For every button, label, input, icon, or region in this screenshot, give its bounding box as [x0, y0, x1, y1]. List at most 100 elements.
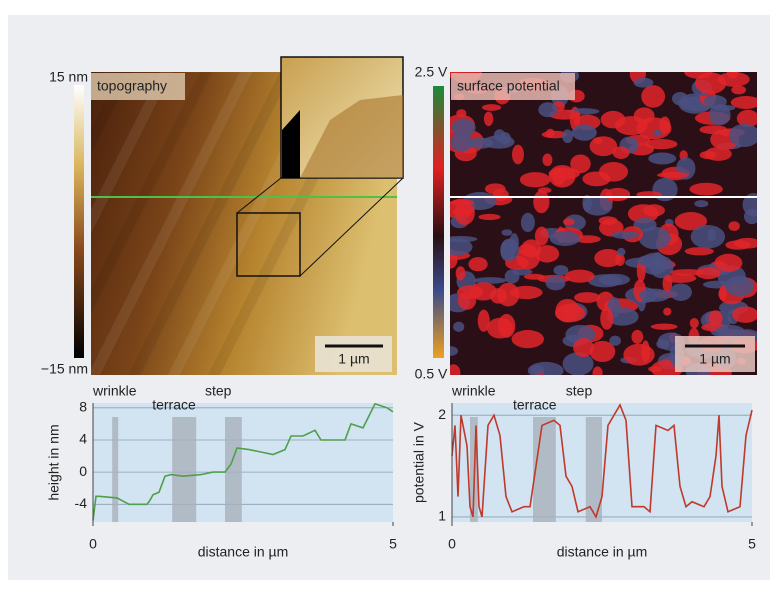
domain	[717, 72, 750, 87]
annotation: wrinkle	[92, 383, 137, 399]
highlight	[533, 417, 556, 522]
domain	[650, 323, 678, 330]
domain	[454, 201, 475, 225]
domain	[573, 338, 594, 358]
domain	[636, 255, 662, 267]
label-box	[91, 73, 185, 100]
domain	[477, 309, 490, 332]
domain	[534, 226, 549, 246]
zoom-connector	[236, 177, 282, 214]
annotation: step	[205, 383, 232, 399]
colorbar	[74, 85, 84, 358]
colorbar-bottom-label: 0.5 V	[415, 366, 448, 382]
domain	[450, 236, 478, 243]
domain	[484, 183, 506, 195]
y-tick-label: 0	[79, 463, 87, 479]
inset-hole	[282, 110, 300, 178]
domain	[592, 366, 603, 375]
domain	[664, 273, 697, 283]
terrace-edge	[128, 72, 292, 375]
x-axis-label: distance in µm	[198, 544, 289, 560]
terrace-edge	[91, 72, 212, 314]
domain	[731, 85, 747, 95]
domain	[589, 340, 616, 363]
domain	[600, 110, 626, 129]
domain	[648, 152, 677, 165]
x-tick-label: 0	[89, 536, 97, 552]
domain	[728, 221, 740, 232]
domain	[542, 153, 553, 167]
domain	[541, 130, 568, 139]
domain	[609, 335, 621, 346]
y-axis-label: potential in V	[411, 421, 427, 503]
domain	[694, 200, 709, 208]
highlight	[225, 417, 242, 522]
profile	[92, 402, 394, 521]
x-tick-label: 5	[748, 536, 756, 552]
domain	[725, 275, 754, 297]
annotation: wrinkle	[451, 383, 496, 399]
highlight	[112, 417, 119, 522]
domain	[519, 172, 551, 188]
domain	[633, 77, 654, 88]
panel-label: topography	[97, 78, 167, 94]
domain	[732, 306, 757, 323]
domain	[669, 283, 692, 301]
domain	[725, 240, 751, 250]
domain	[511, 329, 544, 349]
domain	[708, 104, 731, 126]
domain	[631, 329, 644, 344]
scale-bar-label: 1 µm	[338, 351, 369, 367]
domain	[605, 187, 631, 202]
domain	[497, 282, 520, 307]
label-box	[451, 73, 575, 100]
domain	[450, 238, 473, 256]
domain	[483, 111, 494, 127]
domain	[617, 247, 626, 257]
domain	[615, 253, 625, 267]
domain	[473, 277, 507, 284]
zoom-box	[236, 212, 301, 277]
domain	[451, 118, 476, 137]
domain	[500, 238, 519, 261]
domain	[469, 282, 497, 301]
domain	[663, 307, 672, 316]
panel-label: surface potential	[457, 78, 560, 94]
domain	[450, 132, 473, 152]
domain	[562, 352, 594, 375]
domain	[684, 247, 714, 256]
domain	[538, 102, 558, 118]
x-axis-label: distance in µm	[557, 544, 648, 560]
domain	[600, 307, 614, 330]
domain	[450, 346, 459, 356]
domain	[481, 104, 502, 111]
domain	[523, 273, 545, 280]
scale-bar-box	[315, 336, 392, 372]
domain	[719, 285, 728, 301]
domain	[553, 265, 569, 276]
domain	[606, 307, 639, 326]
domain	[695, 267, 721, 280]
scale-bar-box	[675, 336, 755, 372]
domain	[689, 318, 699, 329]
domain	[598, 273, 630, 286]
domain	[594, 248, 622, 268]
colorbar-top-label: 2.5 V	[415, 64, 448, 80]
domain	[714, 253, 743, 272]
domain	[690, 225, 726, 249]
domain	[571, 124, 597, 141]
domain	[551, 167, 566, 186]
domain	[549, 231, 581, 246]
y-tick-label: 2	[438, 406, 446, 422]
domain	[450, 199, 475, 206]
domain	[562, 129, 574, 144]
zoom-connector	[299, 177, 404, 277]
domain	[453, 321, 465, 332]
domain	[582, 171, 611, 187]
domain	[589, 136, 618, 157]
domain	[450, 364, 461, 375]
domain	[623, 343, 655, 366]
y-tick-label: 4	[79, 431, 87, 447]
colorbar-bottom-label: −15 nm	[41, 361, 88, 377]
